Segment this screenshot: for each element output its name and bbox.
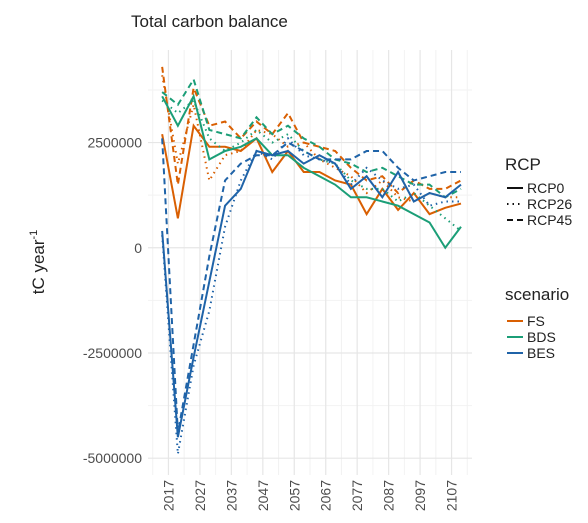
y-tick-label: 2500000: [87, 135, 142, 151]
y-label-text: tC year: [29, 239, 48, 294]
series-line: [161, 75, 461, 203]
legend-label: RCP45: [527, 212, 572, 228]
series-line: [161, 93, 462, 250]
series-line: [161, 66, 462, 195]
x-tick-label: 2087: [381, 480, 397, 511]
x-tick-label: 2027: [192, 480, 208, 511]
legend-label: RCP26: [527, 196, 572, 212]
y-axis-label: tC year-1: [28, 230, 48, 295]
x-tick-label: 2017: [160, 480, 176, 511]
y-tick-label: -5000000: [83, 450, 142, 466]
series-line: [161, 77, 462, 199]
legend-title: RCP: [505, 155, 541, 174]
legend-label: FS: [527, 313, 545, 329]
series-line: [161, 136, 461, 455]
y-tick-label: 0: [134, 240, 142, 256]
x-tick-label: 2067: [318, 480, 334, 511]
series-line: [161, 138, 461, 434]
y-tick-label: -2500000: [83, 345, 142, 361]
x-tick-label: 2097: [412, 480, 428, 511]
legend-label: BES: [527, 345, 555, 361]
legend-title: scenario: [505, 285, 569, 304]
chart-title: Total carbon balance: [131, 12, 288, 31]
series-line: [161, 149, 462, 438]
x-tick-label: 2047: [255, 480, 271, 511]
y-label-superscript: -1: [28, 230, 40, 240]
x-tick-label: 2107: [444, 480, 460, 511]
x-tick-label: 2077: [349, 480, 365, 511]
x-tick-label: 2037: [223, 480, 239, 511]
legend-label: RCP0: [527, 180, 565, 196]
x-tick-label: 2057: [286, 480, 302, 511]
legend-label: BDS: [527, 329, 556, 345]
